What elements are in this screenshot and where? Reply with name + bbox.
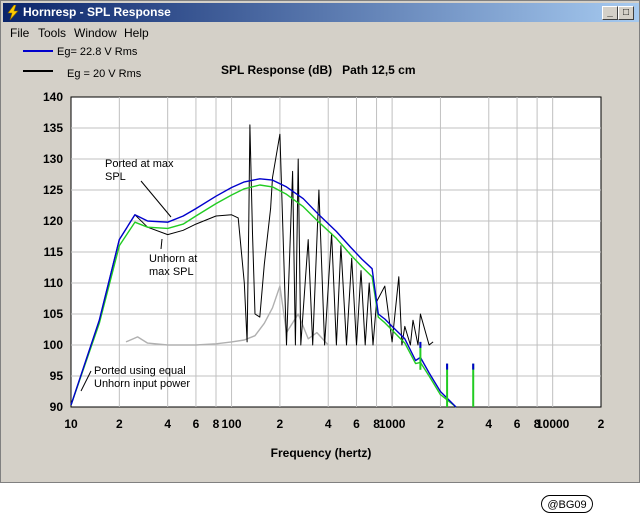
app-window: Hornresp - SPL Response _ □ File Tools W… bbox=[0, 0, 640, 483]
legend-label-20v: Eg = 20 V Rms bbox=[67, 68, 142, 80]
x-tick-label: 2 bbox=[437, 417, 444, 431]
x-tick-label: 8 bbox=[213, 417, 220, 431]
x-tick-label: 8 bbox=[534, 417, 541, 431]
y-tick-label: 105 bbox=[43, 307, 63, 321]
grid-lines bbox=[71, 97, 601, 407]
minimize-icon: _ bbox=[607, 7, 613, 18]
annotation-text: Ported using equal bbox=[94, 365, 186, 377]
menu-help[interactable]: Help bbox=[124, 26, 149, 40]
y-tick-label: 125 bbox=[43, 183, 63, 197]
x-tick-label: 1000 bbox=[379, 417, 406, 431]
y-tick-label: 130 bbox=[43, 152, 63, 166]
y-tick-label: 110 bbox=[44, 276, 64, 290]
annotation-text: SPL bbox=[105, 171, 126, 183]
x-tick-label: 4 bbox=[325, 417, 332, 431]
annotation-arrow bbox=[80, 370, 92, 392]
faint-curve bbox=[125, 285, 329, 346]
menu-window[interactable]: Window bbox=[74, 26, 117, 40]
maximize-button[interactable]: □ bbox=[618, 6, 634, 20]
x-tick-label: 100 bbox=[222, 417, 242, 431]
y-tick-label: 135 bbox=[43, 121, 63, 135]
ported-22v-curve bbox=[70, 178, 457, 408]
spl-response-chart: Eg= 22.8 V Rms Eg = 20 V Rms SPL Respons… bbox=[23, 46, 605, 460]
x-tick-label: 6 bbox=[514, 417, 521, 431]
y-tick-label: 115 bbox=[44, 245, 64, 259]
x-tick-label: 4 bbox=[164, 417, 171, 431]
x-tick-label: 6 bbox=[193, 417, 200, 431]
x-tick-label: 10000 bbox=[536, 417, 570, 431]
title-bar[interactable]: Hornresp - SPL Response _ □ bbox=[3, 3, 639, 22]
y-tick-label: 90 bbox=[50, 400, 64, 414]
curves bbox=[70, 124, 475, 408]
legend-label-22v: Eg= 22.8 V Rms bbox=[57, 46, 138, 58]
minimize-button[interactable]: _ bbox=[602, 6, 618, 20]
x-tick-label: 4 bbox=[485, 417, 492, 431]
menu-tools[interactable]: Tools bbox=[38, 26, 67, 40]
chart-title: SPL Response (dB) Path 12,5 cm bbox=[221, 63, 416, 77]
equal-power-curve bbox=[70, 184, 457, 408]
annotation-arrow bbox=[140, 180, 172, 218]
y-tick-label: 140 bbox=[43, 90, 63, 104]
annotation-text: Ported at max bbox=[105, 158, 174, 170]
x-tick-label: 2 bbox=[277, 417, 284, 431]
annotation-text: max SPL bbox=[149, 266, 194, 278]
y-tick-label: 120 bbox=[43, 214, 63, 228]
lightning-app-icon bbox=[7, 5, 19, 20]
x-tick-label: 2 bbox=[598, 417, 605, 431]
x-tick-label: 2 bbox=[116, 417, 123, 431]
signature-badge: @BG09 bbox=[541, 495, 593, 513]
unhorn-20v-curve bbox=[70, 124, 434, 406]
y-tick-label: 95 bbox=[50, 369, 64, 383]
y-tick-labels: 90 95 100 105 110 115 120 125 130 135 140 bbox=[43, 90, 63, 414]
annotation-arrow bbox=[160, 238, 163, 250]
x-tick-label: 6 bbox=[353, 417, 360, 431]
annotation-text: Unhorn at bbox=[149, 253, 197, 265]
annotation-text: Unhorn input power bbox=[94, 378, 190, 390]
x-axis-label: Frequency (hertz) bbox=[271, 446, 372, 460]
window-title: Hornresp - SPL Response bbox=[23, 5, 171, 19]
maximize-icon: □ bbox=[622, 7, 630, 18]
x-tick-label: 8 bbox=[373, 417, 380, 431]
y-tick-label: 100 bbox=[43, 338, 63, 352]
x-tick-label: 10 bbox=[64, 417, 78, 431]
menu-file[interactable]: File bbox=[10, 26, 30, 40]
